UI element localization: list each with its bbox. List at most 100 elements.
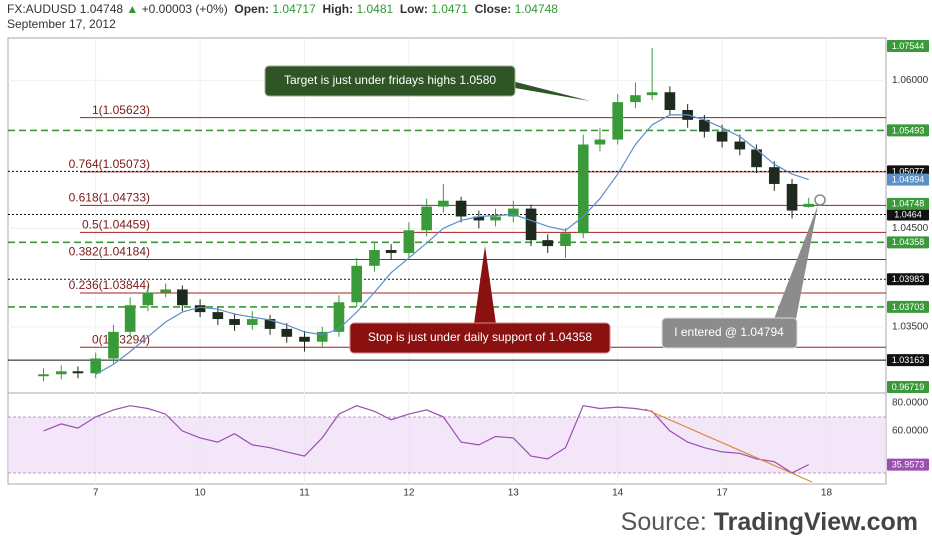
candle-body bbox=[403, 230, 415, 253]
y-tick-label: 1.04500 bbox=[892, 223, 929, 234]
price-tag bbox=[887, 173, 929, 186]
candle-body bbox=[124, 305, 136, 332]
candle-body bbox=[716, 131, 728, 142]
trend-line bbox=[644, 408, 813, 483]
candle-body bbox=[281, 328, 293, 337]
fib-label: 0.382(1.04184) bbox=[69, 245, 150, 259]
header: FX:AUDUSD 1.04748 ▲ +0.00003 (+0%) Open:… bbox=[7, 2, 558, 32]
candle-body bbox=[455, 200, 467, 217]
price-tag bbox=[887, 273, 929, 286]
callout-box bbox=[661, 317, 798, 349]
plot-layer: 7 10 11 12 13 14 17 18 1.06000 1.04500 1.03500 1(1.… bbox=[8, 38, 929, 499]
y-tick-label: 1.03500 bbox=[892, 322, 929, 333]
candle-body bbox=[421, 206, 432, 231]
candle-body bbox=[786, 183, 798, 211]
price-tag-label: 1.03703 bbox=[892, 302, 925, 312]
high: 1.0481 bbox=[356, 2, 394, 16]
price-tag bbox=[887, 300, 929, 313]
x-tick-label: 18 bbox=[821, 488, 833, 499]
candle-body bbox=[768, 167, 780, 184]
price-tag-label: 1.04358 bbox=[892, 237, 925, 247]
callout-pointer bbox=[474, 246, 496, 324]
candle-body bbox=[229, 319, 240, 325]
entry-callout: I entered @ 1.04794 bbox=[661, 194, 826, 349]
close-label: Close: bbox=[474, 2, 512, 16]
price-tag-label: 0.96719 bbox=[892, 382, 925, 392]
price-tag-label: 1.07544 bbox=[892, 41, 925, 51]
close: 1.04748 bbox=[514, 2, 558, 16]
price-tag bbox=[887, 197, 929, 210]
x-tick-label: 7 bbox=[93, 488, 99, 499]
rsi-band bbox=[8, 416, 886, 473]
price-tag-label: 1.05077 bbox=[892, 166, 925, 176]
candle-body bbox=[612, 102, 624, 140]
fib-label: 0.5(1.04459) bbox=[82, 218, 150, 232]
candle-body bbox=[803, 203, 815, 207]
fib-label: 1(1.05623) bbox=[92, 103, 150, 117]
panel-frame bbox=[7, 37, 887, 485]
open-label: Open: bbox=[234, 2, 270, 16]
price-tag bbox=[887, 124, 929, 137]
open: 1.04717 bbox=[272, 2, 316, 16]
candle-body bbox=[316, 331, 328, 342]
source: Source: TradingView.com bbox=[621, 508, 918, 537]
candle-body bbox=[577, 144, 589, 234]
candle-body bbox=[194, 305, 206, 313]
fib-label: 0.764(1.05073) bbox=[69, 157, 150, 171]
source-label: Source: bbox=[620, 508, 707, 536]
candle-body bbox=[246, 319, 258, 325]
fib-label: 0(1.03294) bbox=[92, 332, 150, 346]
price-tag bbox=[887, 381, 929, 393]
candle-body bbox=[473, 216, 485, 221]
stop-callout: Stop is just under daily support of 1.04… bbox=[349, 246, 611, 354]
candle-body bbox=[333, 302, 345, 332]
high-label: High: bbox=[322, 2, 354, 16]
candle-body bbox=[212, 312, 224, 320]
price-tag-label: 1.04748 bbox=[892, 199, 925, 209]
y-tick-label: 60.0000 bbox=[892, 426, 929, 437]
callout-text: Stop is just under daily support of 1.04… bbox=[368, 330, 592, 344]
x-tick-label: 13 bbox=[508, 488, 520, 499]
fib-label: 0.618(1.04733) bbox=[69, 191, 150, 205]
callout-text: I entered @ 1.04794 bbox=[674, 325, 784, 339]
candle-body bbox=[490, 216, 501, 221]
candle-body bbox=[90, 358, 102, 374]
y-tick-label: 1.06000 bbox=[892, 75, 929, 86]
candle-body bbox=[664, 92, 676, 110]
candle-body bbox=[630, 95, 641, 103]
candle-body bbox=[560, 233, 571, 247]
price-tag bbox=[887, 354, 929, 367]
change: +0.00003 (+0%) bbox=[141, 2, 228, 16]
price-tag-label: 35.9573 bbox=[892, 459, 925, 469]
candle-body bbox=[525, 208, 537, 241]
candle-body bbox=[142, 292, 154, 306]
price-tag bbox=[887, 458, 929, 471]
candle-body bbox=[299, 336, 310, 342]
header-line: FX:AUDUSD 1.04748 ▲ +0.00003 (+0%) Open:… bbox=[7, 2, 558, 17]
candle-body bbox=[438, 200, 449, 207]
candle-body bbox=[507, 208, 519, 217]
callout-pointer bbox=[774, 205, 818, 319]
candle-body bbox=[369, 250, 380, 266]
price-tag-label: 1.04994 bbox=[892, 174, 925, 184]
date: September 17, 2012 bbox=[7, 17, 116, 31]
x-tick-label: 10 bbox=[195, 488, 207, 499]
arrow: ▲ bbox=[126, 2, 139, 16]
candle-body bbox=[177, 289, 188, 306]
price-tag bbox=[887, 208, 929, 221]
candle-body bbox=[542, 240, 554, 247]
rsi-line bbox=[43, 405, 809, 474]
symbol: FX:AUDUSD bbox=[7, 2, 77, 16]
x-tick-label: 14 bbox=[612, 488, 624, 499]
entry-point bbox=[814, 194, 826, 206]
source-name: TradingView.com bbox=[713, 508, 918, 536]
candle-body bbox=[108, 331, 119, 359]
callout-box bbox=[349, 322, 611, 354]
target-callout: Target is just under fridays highs 1.058… bbox=[264, 65, 590, 101]
price-tag bbox=[887, 236, 929, 249]
x-tick-label: 12 bbox=[403, 488, 415, 499]
price-tag-label: 1.03163 bbox=[892, 355, 925, 365]
candle-body bbox=[734, 141, 746, 150]
candle-body bbox=[55, 371, 67, 375]
